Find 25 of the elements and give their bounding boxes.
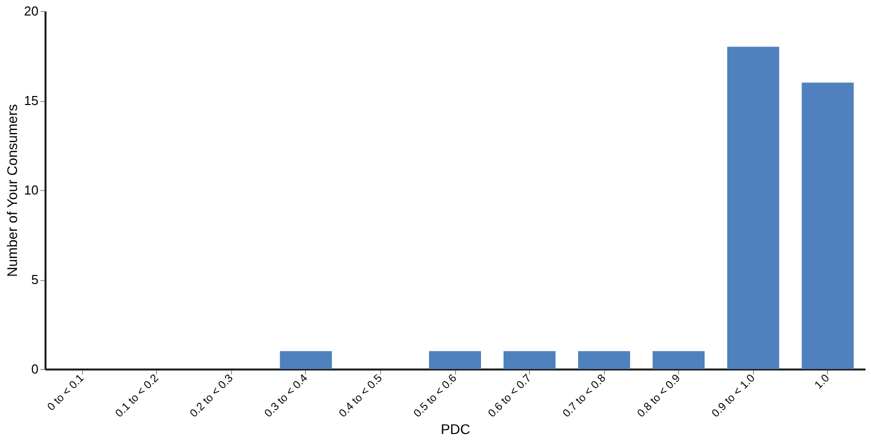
x-tick-label: 0.6 to < 0.7: [486, 372, 534, 420]
bar: [504, 351, 556, 369]
y-tick-label: 10: [24, 182, 38, 198]
x-tick-label: 0.3 to < 0.4: [262, 372, 310, 420]
x-tick-label: 1.0: [812, 372, 832, 392]
y-tick-label: 0: [31, 362, 38, 376]
x-tick-label: 0.4 to < 0.5: [337, 372, 385, 420]
x-tick-label: 0.2 to < 0.3: [188, 372, 236, 420]
bar: [802, 82, 854, 369]
bar: [429, 351, 481, 369]
x-tick-label: 0.5 to < 0.6: [412, 372, 460, 420]
y-axis-title: Number of Your Consumers: [4, 104, 20, 277]
y-tick-label: 20: [24, 4, 38, 18]
x-tick-label: 0.7 to < 0.8: [560, 372, 608, 420]
bar: [280, 351, 332, 369]
y-tick-label: 5: [31, 272, 38, 287]
x-tick-label: 0.9 to < 1.0: [710, 372, 758, 420]
x-tick-label: 0.8 to < 0.9: [635, 372, 683, 420]
bar: [727, 46, 780, 369]
x-tick-label: 0 to < 0.1: [45, 372, 87, 414]
y-tick-label: 15: [24, 93, 38, 108]
x-tick-label: 0.1 to < 0.2: [113, 372, 162, 420]
bar: [652, 351, 705, 369]
bar: [578, 351, 630, 369]
x-axis-title: PDC: [440, 421, 470, 438]
